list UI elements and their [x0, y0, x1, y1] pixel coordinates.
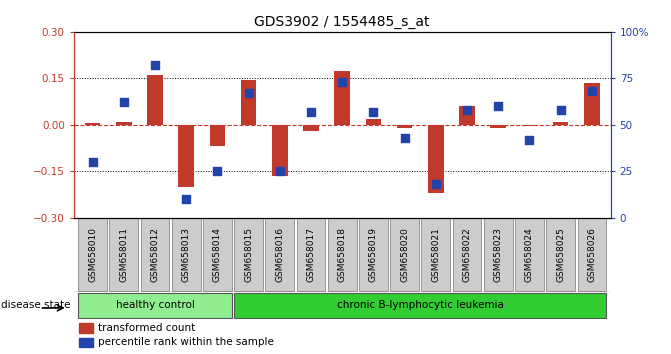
- Text: GSM658023: GSM658023: [494, 227, 503, 282]
- Bar: [428, 125, 444, 193]
- FancyBboxPatch shape: [484, 218, 513, 291]
- Bar: [209, 125, 225, 147]
- Bar: [334, 70, 350, 125]
- Point: [493, 103, 504, 109]
- FancyBboxPatch shape: [421, 218, 450, 291]
- FancyBboxPatch shape: [172, 218, 201, 291]
- FancyBboxPatch shape: [234, 218, 263, 291]
- Text: GSM658011: GSM658011: [119, 227, 128, 282]
- Bar: [147, 75, 163, 125]
- Text: GSM658021: GSM658021: [431, 227, 440, 282]
- FancyBboxPatch shape: [141, 218, 169, 291]
- Text: GSM658022: GSM658022: [462, 228, 472, 282]
- Text: GSM658014: GSM658014: [213, 227, 222, 282]
- Text: GSM658018: GSM658018: [338, 227, 347, 282]
- Text: chronic B-lymphocytic leukemia: chronic B-lymphocytic leukemia: [337, 300, 504, 310]
- Point: [212, 169, 223, 174]
- Bar: [459, 106, 475, 125]
- FancyBboxPatch shape: [234, 293, 606, 318]
- Bar: [397, 125, 413, 128]
- Text: GSM658010: GSM658010: [88, 227, 97, 282]
- Point: [305, 109, 316, 115]
- Bar: [116, 122, 132, 125]
- Point: [368, 109, 379, 115]
- Text: GSM658024: GSM658024: [525, 228, 534, 282]
- Bar: [272, 125, 288, 176]
- FancyBboxPatch shape: [203, 218, 231, 291]
- FancyBboxPatch shape: [578, 218, 606, 291]
- FancyBboxPatch shape: [79, 293, 231, 318]
- Bar: [241, 80, 256, 125]
- FancyBboxPatch shape: [109, 218, 138, 291]
- FancyBboxPatch shape: [546, 218, 575, 291]
- Bar: [79, 324, 93, 333]
- Point: [524, 137, 535, 143]
- Bar: [303, 125, 319, 131]
- Point: [431, 182, 442, 187]
- Point: [274, 169, 285, 174]
- FancyBboxPatch shape: [391, 218, 419, 291]
- Bar: [491, 125, 506, 128]
- Bar: [521, 125, 537, 126]
- FancyBboxPatch shape: [79, 218, 107, 291]
- Bar: [584, 83, 600, 125]
- Bar: [366, 119, 381, 125]
- Text: GSM658019: GSM658019: [369, 227, 378, 282]
- Text: GSM658025: GSM658025: [556, 227, 565, 282]
- Point: [87, 159, 98, 165]
- Point: [556, 107, 566, 113]
- Point: [399, 135, 410, 141]
- FancyBboxPatch shape: [328, 218, 356, 291]
- Point: [118, 100, 129, 105]
- Bar: [553, 122, 568, 125]
- Point: [586, 88, 597, 94]
- FancyBboxPatch shape: [359, 218, 388, 291]
- FancyBboxPatch shape: [297, 218, 325, 291]
- Point: [150, 63, 160, 68]
- Title: GDS3902 / 1554485_s_at: GDS3902 / 1554485_s_at: [254, 16, 430, 29]
- FancyBboxPatch shape: [453, 218, 481, 291]
- Text: GSM658015: GSM658015: [244, 227, 253, 282]
- Bar: [178, 125, 194, 187]
- Text: transformed count: transformed count: [98, 323, 195, 333]
- Text: disease state: disease state: [1, 300, 70, 310]
- Text: percentile rank within the sample: percentile rank within the sample: [98, 337, 274, 348]
- Text: GSM658016: GSM658016: [275, 227, 285, 282]
- Point: [180, 196, 191, 202]
- Text: GSM658013: GSM658013: [182, 227, 191, 282]
- Text: GSM658020: GSM658020: [400, 227, 409, 282]
- Text: healthy control: healthy control: [115, 300, 195, 310]
- FancyBboxPatch shape: [515, 218, 544, 291]
- Point: [337, 79, 348, 85]
- Point: [243, 90, 254, 96]
- Bar: [79, 338, 93, 347]
- Text: GSM658017: GSM658017: [307, 227, 315, 282]
- Point: [462, 107, 472, 113]
- Bar: [85, 123, 101, 125]
- Text: GSM658012: GSM658012: [150, 227, 160, 282]
- Text: GSM658026: GSM658026: [587, 227, 597, 282]
- FancyBboxPatch shape: [266, 218, 294, 291]
